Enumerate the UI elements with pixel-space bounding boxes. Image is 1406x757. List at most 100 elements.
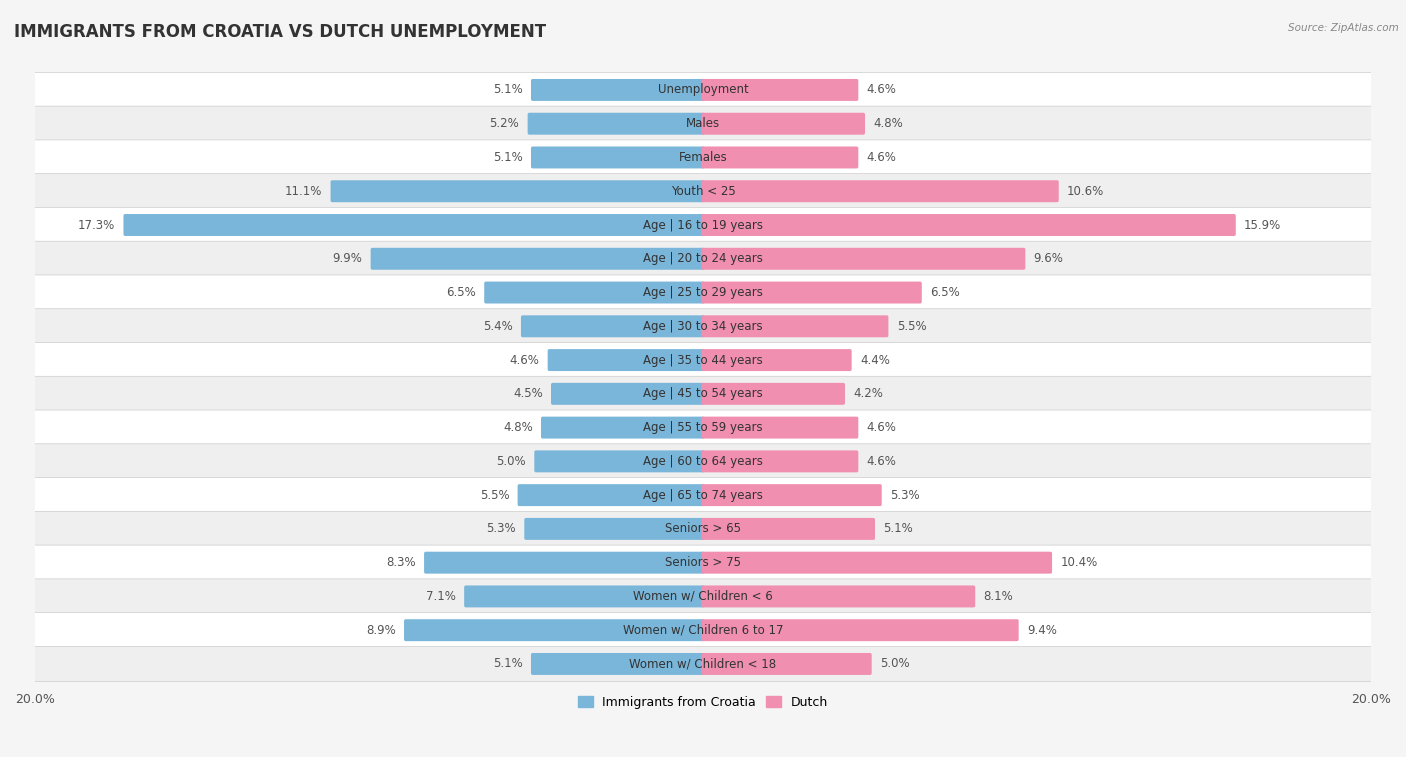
FancyBboxPatch shape bbox=[34, 579, 1372, 614]
FancyBboxPatch shape bbox=[702, 349, 852, 371]
Text: 4.5%: 4.5% bbox=[513, 388, 543, 400]
Text: 5.1%: 5.1% bbox=[883, 522, 912, 535]
Legend: Immigrants from Croatia, Dutch: Immigrants from Croatia, Dutch bbox=[572, 690, 834, 714]
Text: 6.5%: 6.5% bbox=[446, 286, 475, 299]
FancyBboxPatch shape bbox=[702, 416, 858, 438]
Text: 11.1%: 11.1% bbox=[285, 185, 322, 198]
FancyBboxPatch shape bbox=[531, 653, 704, 675]
FancyBboxPatch shape bbox=[522, 316, 704, 338]
Text: 4.6%: 4.6% bbox=[509, 354, 540, 366]
FancyBboxPatch shape bbox=[34, 646, 1372, 681]
Text: Women w/ Children < 18: Women w/ Children < 18 bbox=[630, 658, 776, 671]
FancyBboxPatch shape bbox=[702, 484, 882, 506]
FancyBboxPatch shape bbox=[404, 619, 704, 641]
FancyBboxPatch shape bbox=[484, 282, 704, 304]
FancyBboxPatch shape bbox=[371, 248, 704, 269]
FancyBboxPatch shape bbox=[34, 376, 1372, 411]
FancyBboxPatch shape bbox=[702, 585, 976, 607]
Text: 5.5%: 5.5% bbox=[897, 319, 927, 333]
Text: Women w/ Children 6 to 17: Women w/ Children 6 to 17 bbox=[623, 624, 783, 637]
Text: 5.1%: 5.1% bbox=[494, 658, 523, 671]
FancyBboxPatch shape bbox=[702, 180, 1059, 202]
Text: Source: ZipAtlas.com: Source: ZipAtlas.com bbox=[1288, 23, 1399, 33]
Text: 4.6%: 4.6% bbox=[866, 421, 897, 434]
FancyBboxPatch shape bbox=[702, 282, 922, 304]
FancyBboxPatch shape bbox=[527, 113, 704, 135]
FancyBboxPatch shape bbox=[34, 173, 1372, 209]
FancyBboxPatch shape bbox=[34, 511, 1372, 547]
Text: Youth < 25: Youth < 25 bbox=[671, 185, 735, 198]
Text: 5.0%: 5.0% bbox=[880, 658, 910, 671]
Text: Seniors > 75: Seniors > 75 bbox=[665, 556, 741, 569]
FancyBboxPatch shape bbox=[34, 207, 1372, 242]
FancyBboxPatch shape bbox=[702, 619, 1019, 641]
FancyBboxPatch shape bbox=[548, 349, 704, 371]
Text: 10.4%: 10.4% bbox=[1060, 556, 1098, 569]
FancyBboxPatch shape bbox=[425, 552, 704, 574]
FancyBboxPatch shape bbox=[702, 316, 889, 338]
Text: Age | 25 to 29 years: Age | 25 to 29 years bbox=[643, 286, 763, 299]
Text: 8.3%: 8.3% bbox=[387, 556, 416, 569]
FancyBboxPatch shape bbox=[702, 113, 865, 135]
Text: Age | 45 to 54 years: Age | 45 to 54 years bbox=[643, 388, 763, 400]
FancyBboxPatch shape bbox=[34, 612, 1372, 648]
Text: Unemployment: Unemployment bbox=[658, 83, 748, 96]
FancyBboxPatch shape bbox=[702, 518, 875, 540]
Text: 5.3%: 5.3% bbox=[486, 522, 516, 535]
FancyBboxPatch shape bbox=[702, 450, 858, 472]
Text: Age | 65 to 74 years: Age | 65 to 74 years bbox=[643, 488, 763, 502]
Text: 9.6%: 9.6% bbox=[1033, 252, 1063, 265]
FancyBboxPatch shape bbox=[34, 478, 1372, 512]
Text: Women w/ Children < 6: Women w/ Children < 6 bbox=[633, 590, 773, 603]
Text: 4.8%: 4.8% bbox=[503, 421, 533, 434]
Text: 10.6%: 10.6% bbox=[1067, 185, 1104, 198]
Text: 7.1%: 7.1% bbox=[426, 590, 456, 603]
Text: 9.9%: 9.9% bbox=[332, 252, 363, 265]
FancyBboxPatch shape bbox=[551, 383, 704, 405]
Text: Males: Males bbox=[686, 117, 720, 130]
Text: 9.4%: 9.4% bbox=[1026, 624, 1057, 637]
FancyBboxPatch shape bbox=[531, 147, 704, 169]
FancyBboxPatch shape bbox=[702, 552, 1052, 574]
Text: 5.3%: 5.3% bbox=[890, 488, 920, 502]
FancyBboxPatch shape bbox=[34, 241, 1372, 276]
Text: 5.1%: 5.1% bbox=[494, 83, 523, 96]
Text: 8.1%: 8.1% bbox=[984, 590, 1014, 603]
FancyBboxPatch shape bbox=[34, 309, 1372, 344]
Text: Age | 55 to 59 years: Age | 55 to 59 years bbox=[643, 421, 763, 434]
Text: 6.5%: 6.5% bbox=[931, 286, 960, 299]
FancyBboxPatch shape bbox=[534, 450, 704, 472]
FancyBboxPatch shape bbox=[464, 585, 704, 607]
Text: 8.9%: 8.9% bbox=[366, 624, 395, 637]
FancyBboxPatch shape bbox=[702, 214, 1236, 236]
FancyBboxPatch shape bbox=[531, 79, 704, 101]
FancyBboxPatch shape bbox=[330, 180, 704, 202]
FancyBboxPatch shape bbox=[34, 275, 1372, 310]
Text: Age | 60 to 64 years: Age | 60 to 64 years bbox=[643, 455, 763, 468]
FancyBboxPatch shape bbox=[34, 410, 1372, 445]
Text: Age | 20 to 24 years: Age | 20 to 24 years bbox=[643, 252, 763, 265]
Text: Seniors > 65: Seniors > 65 bbox=[665, 522, 741, 535]
Text: IMMIGRANTS FROM CROATIA VS DUTCH UNEMPLOYMENT: IMMIGRANTS FROM CROATIA VS DUTCH UNEMPLO… bbox=[14, 23, 546, 41]
Text: Females: Females bbox=[679, 151, 727, 164]
Text: 5.1%: 5.1% bbox=[494, 151, 523, 164]
Text: 5.5%: 5.5% bbox=[479, 488, 509, 502]
FancyBboxPatch shape bbox=[702, 248, 1025, 269]
Text: 4.8%: 4.8% bbox=[873, 117, 903, 130]
Text: Age | 35 to 44 years: Age | 35 to 44 years bbox=[643, 354, 763, 366]
FancyBboxPatch shape bbox=[34, 106, 1372, 142]
FancyBboxPatch shape bbox=[34, 342, 1372, 378]
Text: Age | 30 to 34 years: Age | 30 to 34 years bbox=[643, 319, 763, 333]
FancyBboxPatch shape bbox=[702, 79, 858, 101]
FancyBboxPatch shape bbox=[702, 653, 872, 675]
Text: 5.0%: 5.0% bbox=[496, 455, 526, 468]
FancyBboxPatch shape bbox=[702, 147, 858, 169]
Text: Age | 16 to 19 years: Age | 16 to 19 years bbox=[643, 219, 763, 232]
FancyBboxPatch shape bbox=[34, 140, 1372, 175]
FancyBboxPatch shape bbox=[541, 416, 704, 438]
FancyBboxPatch shape bbox=[34, 444, 1372, 479]
FancyBboxPatch shape bbox=[34, 545, 1372, 580]
FancyBboxPatch shape bbox=[702, 383, 845, 405]
Text: 4.2%: 4.2% bbox=[853, 388, 883, 400]
Text: 4.6%: 4.6% bbox=[866, 455, 897, 468]
